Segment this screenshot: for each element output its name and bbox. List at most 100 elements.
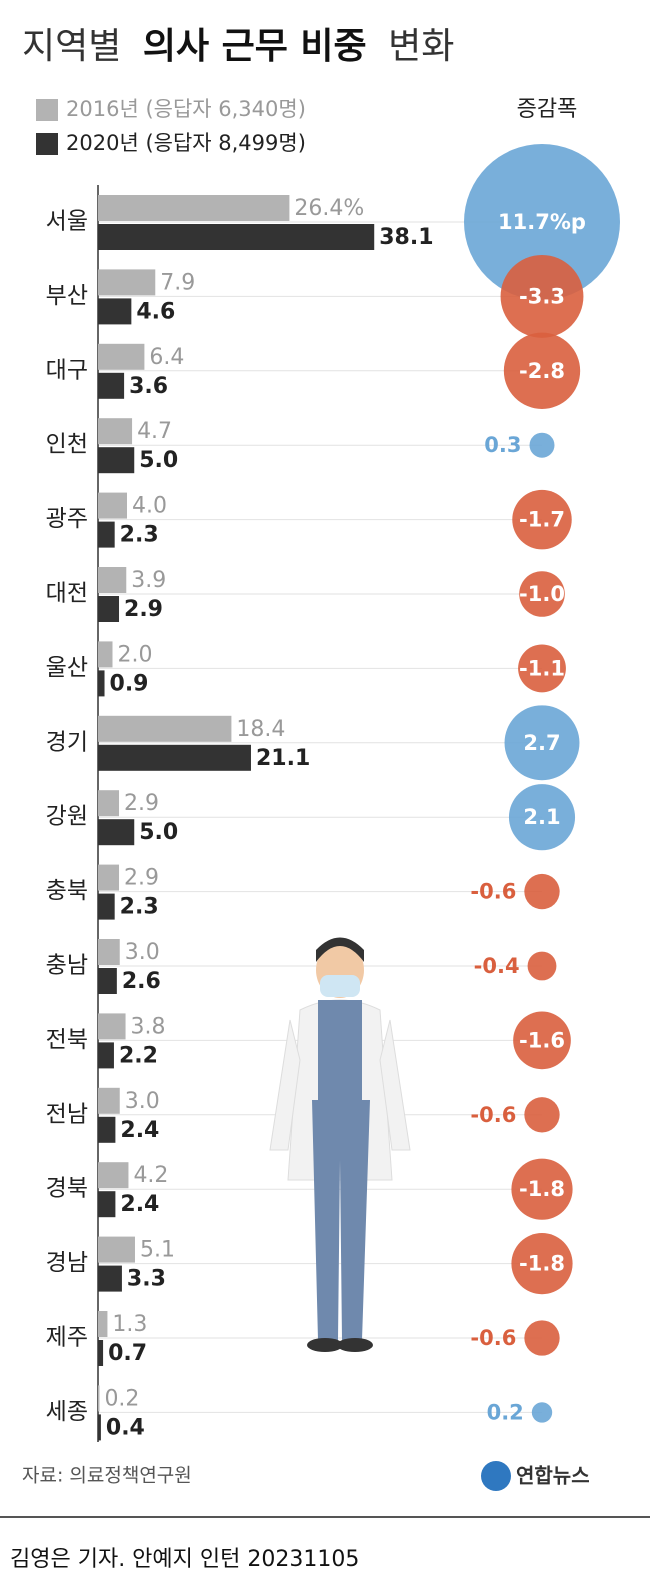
y-tick-label: 강원 [46, 804, 88, 830]
bar [98, 1191, 116, 1218]
value-label: 5.1 [140, 1238, 175, 1263]
value-label: 2.9 [124, 866, 159, 891]
change-label: -2.8 [519, 359, 565, 383]
bar [98, 372, 125, 399]
logo-icon [481, 1461, 511, 1491]
value-label: 2.0 [118, 642, 153, 667]
change-label: 11.7%p [498, 210, 586, 234]
value-label: 3.8 [131, 1014, 166, 1039]
y-tick-label: 충북 [46, 878, 88, 904]
change-bubble [531, 1402, 553, 1423]
logo: 연합뉴스 [516, 1464, 590, 1488]
change-label: -0.6 [470, 1103, 516, 1127]
change-bubble [527, 951, 557, 981]
y-tick-label: 울산 [46, 655, 88, 681]
bar [98, 224, 375, 250]
bar [98, 1042, 114, 1069]
change-title: 증감폭 [517, 97, 578, 122]
bar [98, 641, 113, 668]
change-label: -1.8 [519, 1177, 565, 1201]
y-tick-label: 광주 [46, 506, 88, 532]
change-label: -0.4 [474, 954, 520, 978]
title-part: 지역별 [22, 26, 121, 67]
change-label: -0.6 [470, 880, 516, 904]
bar [98, 715, 232, 742]
value-label: 38.1 [379, 225, 433, 250]
bar [98, 893, 115, 920]
value-label: 0.4 [106, 1415, 145, 1440]
change-label: -1.8 [519, 1252, 565, 1276]
value-label: 2.6 [122, 969, 161, 994]
bar [98, 521, 115, 548]
change-bubble [513, 1011, 571, 1070]
bar [98, 447, 135, 474]
change-bubble [500, 254, 584, 338]
title-part: 의사 근무 비중 [143, 26, 367, 67]
value-label: 4.0 [132, 494, 167, 519]
value-label: 5.0 [139, 448, 178, 473]
change-bubble [511, 1158, 573, 1220]
value-label: 2.4 [120, 1118, 159, 1143]
bar [98, 790, 120, 817]
doctor-illustration [269, 937, 411, 1352]
change-label: 0.2 [487, 1400, 524, 1424]
bar [98, 1414, 101, 1441]
value-label: 3.3 [127, 1267, 166, 1292]
y-tick-label: 인천 [46, 432, 88, 458]
value-label: 3.0 [125, 940, 160, 965]
change-label: -0.6 [470, 1326, 516, 1350]
bar [98, 864, 120, 891]
change-bubble [508, 784, 576, 851]
y-tick-label: 경북 [46, 1176, 88, 1202]
value-label: 2.9 [124, 791, 159, 816]
value-label: 0.9 [110, 671, 149, 696]
bar [98, 819, 135, 846]
y-tick-label: 경남 [46, 1250, 88, 1276]
value-label: 2.3 [120, 523, 159, 548]
value-label: 3.0 [125, 1089, 160, 1114]
value-label: 0.2 [104, 1386, 139, 1411]
y-tick-label: 부산 [46, 283, 88, 309]
y-tick-label: 세종 [46, 1399, 88, 1425]
bar [98, 968, 117, 994]
value-label: 2.4 [120, 1192, 159, 1217]
bar [98, 1236, 135, 1263]
value-label: 7.9 [160, 270, 195, 295]
change-label: 2.1 [523, 805, 560, 829]
value-label: 3.6 [129, 374, 168, 399]
value-label: 4.2 [133, 1163, 168, 1188]
y-tick-label: 충남 [46, 953, 88, 979]
bar [98, 1340, 104, 1366]
value-label: 0.7 [108, 1341, 147, 1366]
bar [98, 195, 290, 221]
change-bubble [518, 644, 566, 693]
bar [98, 418, 133, 445]
bar [98, 744, 251, 771]
bar [98, 269, 156, 296]
legend-label: 2016년 (응답자 6,340명) [66, 97, 306, 121]
title-part: 변화 [388, 26, 454, 67]
value-label: 2.9 [124, 597, 163, 622]
value-label: 1.3 [112, 1312, 147, 1337]
change-bubble [524, 1097, 560, 1133]
bar [98, 298, 132, 325]
change-label: -1.6 [519, 1028, 565, 1052]
bar [98, 1087, 120, 1114]
credit: 김영은 기자. 안예지 인턴 20231105 [10, 1547, 359, 1572]
y-tick-label: 서울 [46, 209, 88, 235]
value-label: 4.6 [136, 299, 175, 324]
value-label: 5.0 [139, 820, 178, 845]
bar [98, 1385, 100, 1412]
value-label: 26.4% [294, 196, 364, 221]
bar [98, 567, 127, 593]
bar [98, 1265, 122, 1292]
change-bubble [529, 432, 555, 458]
value-label: 4.7 [137, 419, 172, 444]
change-bubble [464, 144, 620, 300]
source: 자료: 의료정책연구원 [22, 1465, 192, 1487]
value-label: 18.4 [236, 717, 285, 742]
change-label: 0.3 [484, 433, 521, 457]
change-label: -1.7 [519, 508, 565, 532]
change-label: -3.3 [519, 284, 565, 308]
